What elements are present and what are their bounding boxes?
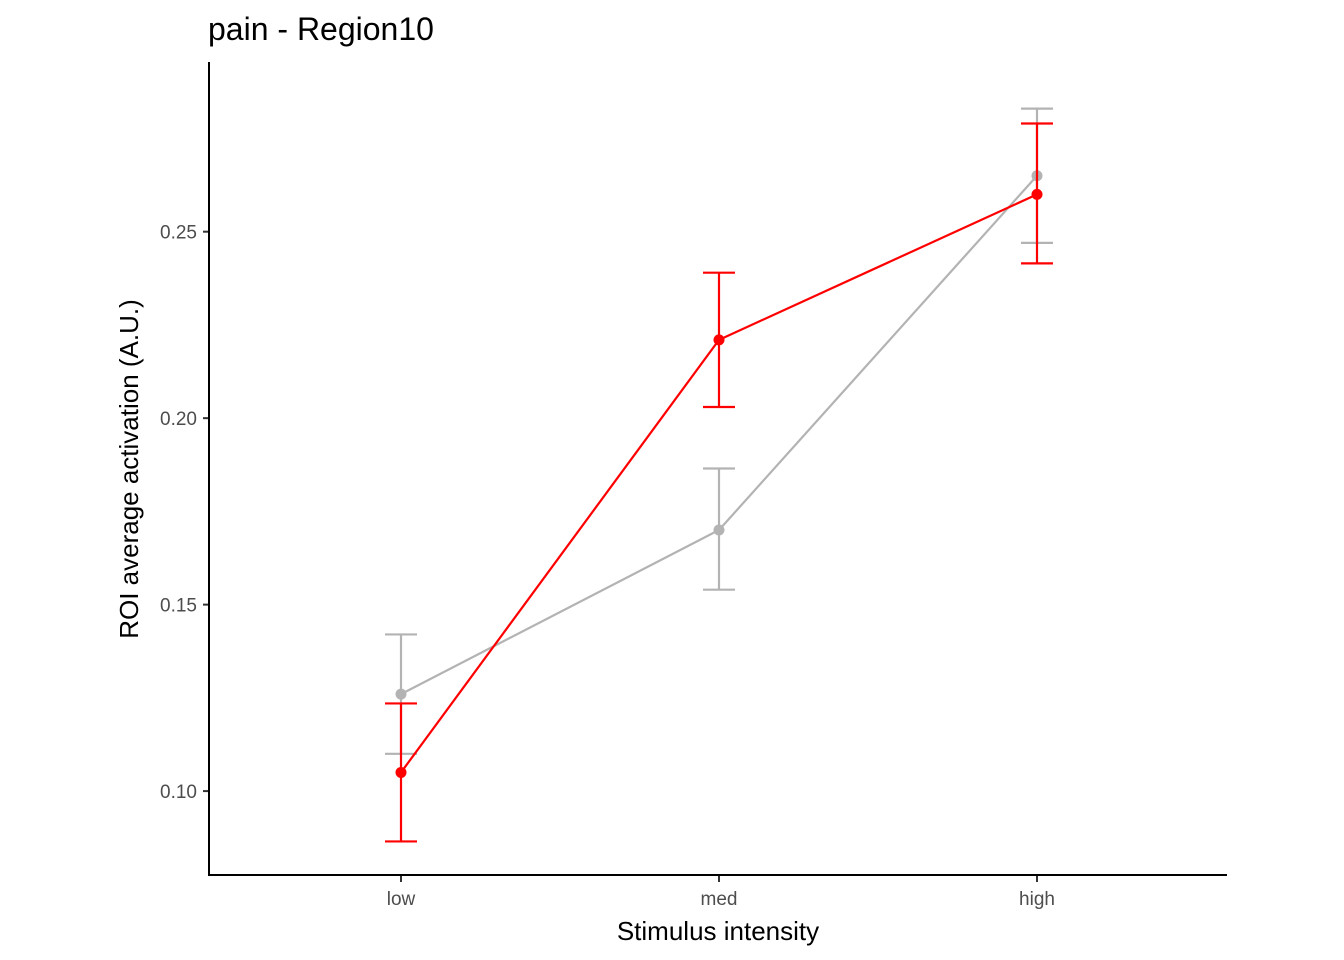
y-tick-label: 0.25 (160, 223, 197, 244)
x-axis-label: Stimulus intensity (617, 916, 819, 946)
x-ticks: low med high (387, 876, 1055, 910)
y-axis-label: ROI average activation (A.U.) (114, 299, 144, 639)
x-tick-label: low (387, 889, 416, 910)
series-layer (385, 107, 1053, 843)
series-2 (385, 122, 1053, 843)
data-point (1031, 188, 1043, 200)
y-tick-label: 0.15 (160, 596, 197, 617)
data-point (713, 524, 725, 536)
data-point (713, 334, 725, 346)
y-tick-label: 0.20 (160, 409, 197, 430)
x-tick-label: high (1019, 889, 1055, 910)
x-tick-label: med (701, 889, 738, 910)
data-point (395, 766, 407, 778)
chart-title: pain - Region10 (208, 11, 434, 47)
y-ticks: 0.10 0.15 0.20 0.25 (160, 223, 209, 803)
y-tick-label: 0.10 (160, 782, 197, 803)
data-point (395, 688, 407, 700)
